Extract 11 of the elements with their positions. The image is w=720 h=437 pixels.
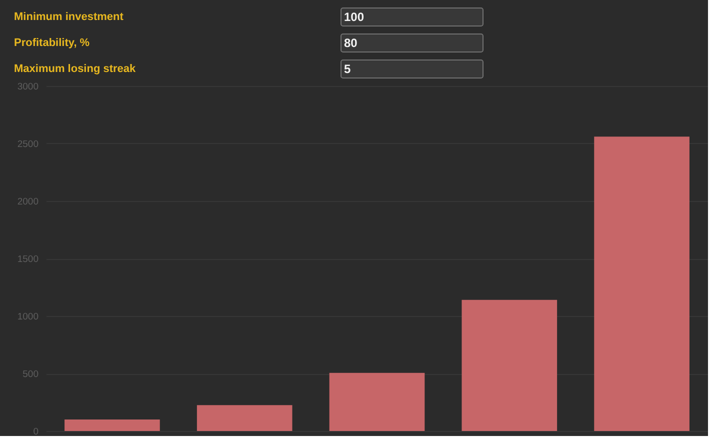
category-label: Profitability, % bbox=[14, 37, 90, 49]
bar bbox=[64, 420, 160, 431]
category-label: Maximum losing streak bbox=[14, 62, 137, 75]
category-label: Minimum investment bbox=[14, 11, 124, 24]
data-label: 80 bbox=[344, 36, 358, 50]
data-label: 5 bbox=[344, 62, 351, 76]
bar bbox=[462, 300, 558, 431]
bar bbox=[329, 372, 425, 431]
bar bbox=[196, 405, 292, 431]
data-label: 100 bbox=[344, 10, 364, 24]
bar bbox=[594, 136, 690, 431]
